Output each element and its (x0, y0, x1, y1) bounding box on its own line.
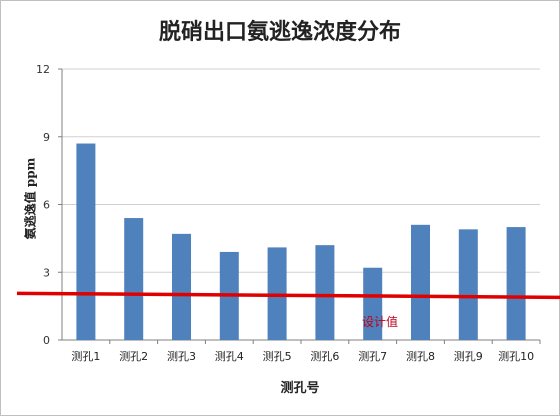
x-axis-label: 测孔号 (280, 381, 320, 396)
design-value-label: 设计值 (362, 315, 399, 329)
x-tick-label: 测孔9 (454, 350, 483, 363)
x-tick-label: 测孔5 (263, 350, 292, 363)
y-tick-label: 9 (43, 131, 50, 144)
design-value-line (16, 291, 560, 300)
x-tick-label: 测孔4 (215, 350, 244, 363)
x-tick-label: 测孔7 (358, 350, 387, 363)
y-tick-label: 3 (43, 266, 50, 279)
bar (458, 229, 478, 340)
bar (172, 233, 191, 340)
x-tick-label: 测孔8 (406, 350, 435, 363)
bar (315, 245, 335, 340)
bar (411, 224, 430, 340)
bar (76, 143, 96, 340)
chart-title: 脱硝出口氨逃逸浓度分布 (158, 19, 401, 45)
x-tick-label: 测孔3 (167, 350, 196, 363)
bar (363, 267, 383, 340)
x-tick-label: 测孔10 (498, 350, 534, 363)
x-tick-label: 测孔1 (71, 350, 100, 363)
bar (506, 227, 526, 340)
x-tick-label: 测孔6 (310, 350, 339, 363)
x-tick-label: 测孔2 (119, 350, 148, 363)
bar (124, 218, 144, 340)
y-tick-label: 12 (36, 63, 50, 76)
y-tick-label: 6 (43, 199, 50, 212)
y-tick-label: 0 (43, 334, 50, 347)
